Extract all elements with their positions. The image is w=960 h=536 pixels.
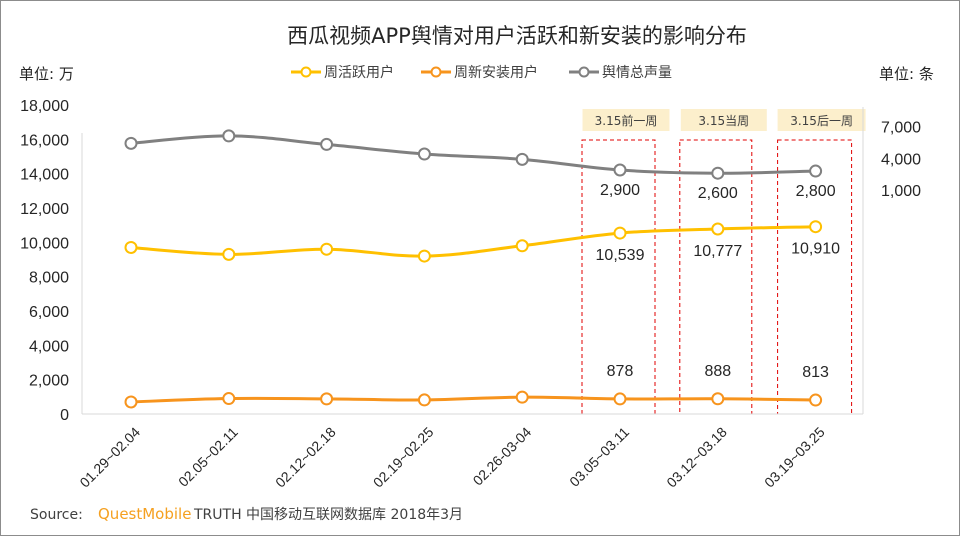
left-tick-label: 2,000 <box>29 373 69 390</box>
left-tick-label: 4,000 <box>29 338 69 355</box>
legend-label: 舆情总声量 <box>602 65 672 81</box>
legend: 周活跃用户 周新安装用户 舆情总声量 <box>291 64 672 81</box>
data-point-sentiment-volume <box>124 136 138 150</box>
left-tick-label: 14,000 <box>20 167 69 184</box>
source-prefix: Source: <box>30 507 83 523</box>
left-axis-unit: 单位: 万 <box>19 65 74 83</box>
data-point-weekly-new-installs <box>124 395 138 409</box>
data-point-sentiment-volume <box>613 163 627 177</box>
left-tick-label: 18,000 <box>20 98 69 115</box>
data-point-sentiment-volume <box>711 166 725 180</box>
highlight-boxes: 3.15前一周 3.15当周 3.15后一周 <box>581 109 866 415</box>
data-point-weekly-new-installs <box>222 392 236 406</box>
right-tick-label: 4,000 <box>881 151 921 168</box>
legend-marker-icon <box>430 66 442 78</box>
data-point-weekly-active-users <box>417 249 431 263</box>
period-label: 3.15当周 <box>698 114 749 128</box>
data-label-weekly-new-installs: 888 <box>704 363 731 380</box>
right-axis-unit: 单位: 条 <box>879 65 934 83</box>
data-point-sentiment-volume <box>417 147 431 161</box>
data-label-sentiment-volume: 2,600 <box>698 185 738 202</box>
legend-marker-icon <box>300 66 312 78</box>
data-label-weekly-active-users: 10,539 <box>596 247 645 264</box>
data-label-weekly-active-users: 10,777 <box>693 243 742 260</box>
x-tick-label: 01.29~02.04 <box>76 424 143 491</box>
data-label-weekly-new-installs: 878 <box>607 363 634 380</box>
data-point-sentiment-volume <box>222 129 236 143</box>
data-point-sentiment-volume <box>515 152 529 166</box>
x-tick-label: 03.19~03.25 <box>761 424 828 491</box>
period-label: 3.15前一周 <box>595 113 658 128</box>
x-tick-label: 02.26-03-04 <box>470 424 535 489</box>
data-point-weekly-active-users <box>320 242 334 256</box>
data-point-weekly-active-users <box>809 220 823 234</box>
data-label-sentiment-volume: 2,800 <box>796 183 836 200</box>
left-tick-label: 10,000 <box>20 235 69 252</box>
series-line-sentiment-volume <box>130 134 816 175</box>
data-point-weekly-new-installs <box>613 392 627 406</box>
data-point-weekly-new-installs <box>515 390 529 404</box>
period-label: 3.15后一周 <box>790 114 853 128</box>
x-tick-label: 02.05~02.11 <box>175 424 241 490</box>
legend-label: 周新安装用户 <box>454 64 538 81</box>
left-tick-label: 16,000 <box>20 132 69 149</box>
period-label-bg <box>582 109 670 131</box>
right-tick-label: 7,000 <box>881 119 921 136</box>
data-point-weekly-active-users <box>124 240 138 254</box>
legend-label: 周活跃用户 <box>324 64 394 81</box>
data-point-weekly-new-installs <box>320 392 334 406</box>
data-point-weekly-active-users <box>222 247 236 261</box>
data-point-sentiment-volume <box>809 164 823 178</box>
period-label-bg <box>777 109 866 131</box>
data-point-sentiment-volume <box>320 137 334 151</box>
data-label-weekly-new-installs: 813 <box>802 364 829 381</box>
data-label-weekly-active-users: 10,910 <box>791 241 840 258</box>
series-line-weekly-active-users <box>130 225 816 258</box>
data-label-sentiment-volume: 2,900 <box>600 182 640 199</box>
left-tick-label: 0 <box>60 407 69 424</box>
x-tick-label: 03.12~03.18 <box>663 424 730 491</box>
x-tick-label: 03.05~03.11 <box>566 424 632 490</box>
highlight-dashed-box <box>581 139 656 415</box>
x-tick-label: 02.12~02.18 <box>272 424 339 491</box>
data-point-weekly-active-users <box>515 239 529 253</box>
x-tick-label: 02.19~02.25 <box>370 424 437 491</box>
series-group: 10,539 10,777 10,910 878 888 813 2,900 2,600 2,8… <box>124 129 840 409</box>
data-point-weekly-new-installs <box>417 393 431 407</box>
data-point-weekly-new-installs <box>711 392 725 406</box>
data-point-weekly-new-installs <box>809 393 823 407</box>
left-tick-label: 6,000 <box>29 304 69 321</box>
period-label-bg <box>680 109 767 131</box>
data-point-weekly-active-users <box>711 222 725 236</box>
right-tick-label: 1,000 <box>881 183 921 200</box>
source-text: TRUTH 中国移动互联网数据库 2018年3月 <box>193 507 463 523</box>
left-tick-label: 12,000 <box>20 201 69 218</box>
source-brand: QuestMobile <box>98 505 191 523</box>
data-point-weekly-active-users <box>613 226 627 240</box>
chart-title: 西瓜视频APP舆情对用户活跃和新安装的影响分布 <box>287 24 747 48</box>
series-line-weekly-new-installs <box>130 395 816 404</box>
legend-marker-icon <box>578 66 590 78</box>
left-tick-label: 8,000 <box>29 270 69 287</box>
